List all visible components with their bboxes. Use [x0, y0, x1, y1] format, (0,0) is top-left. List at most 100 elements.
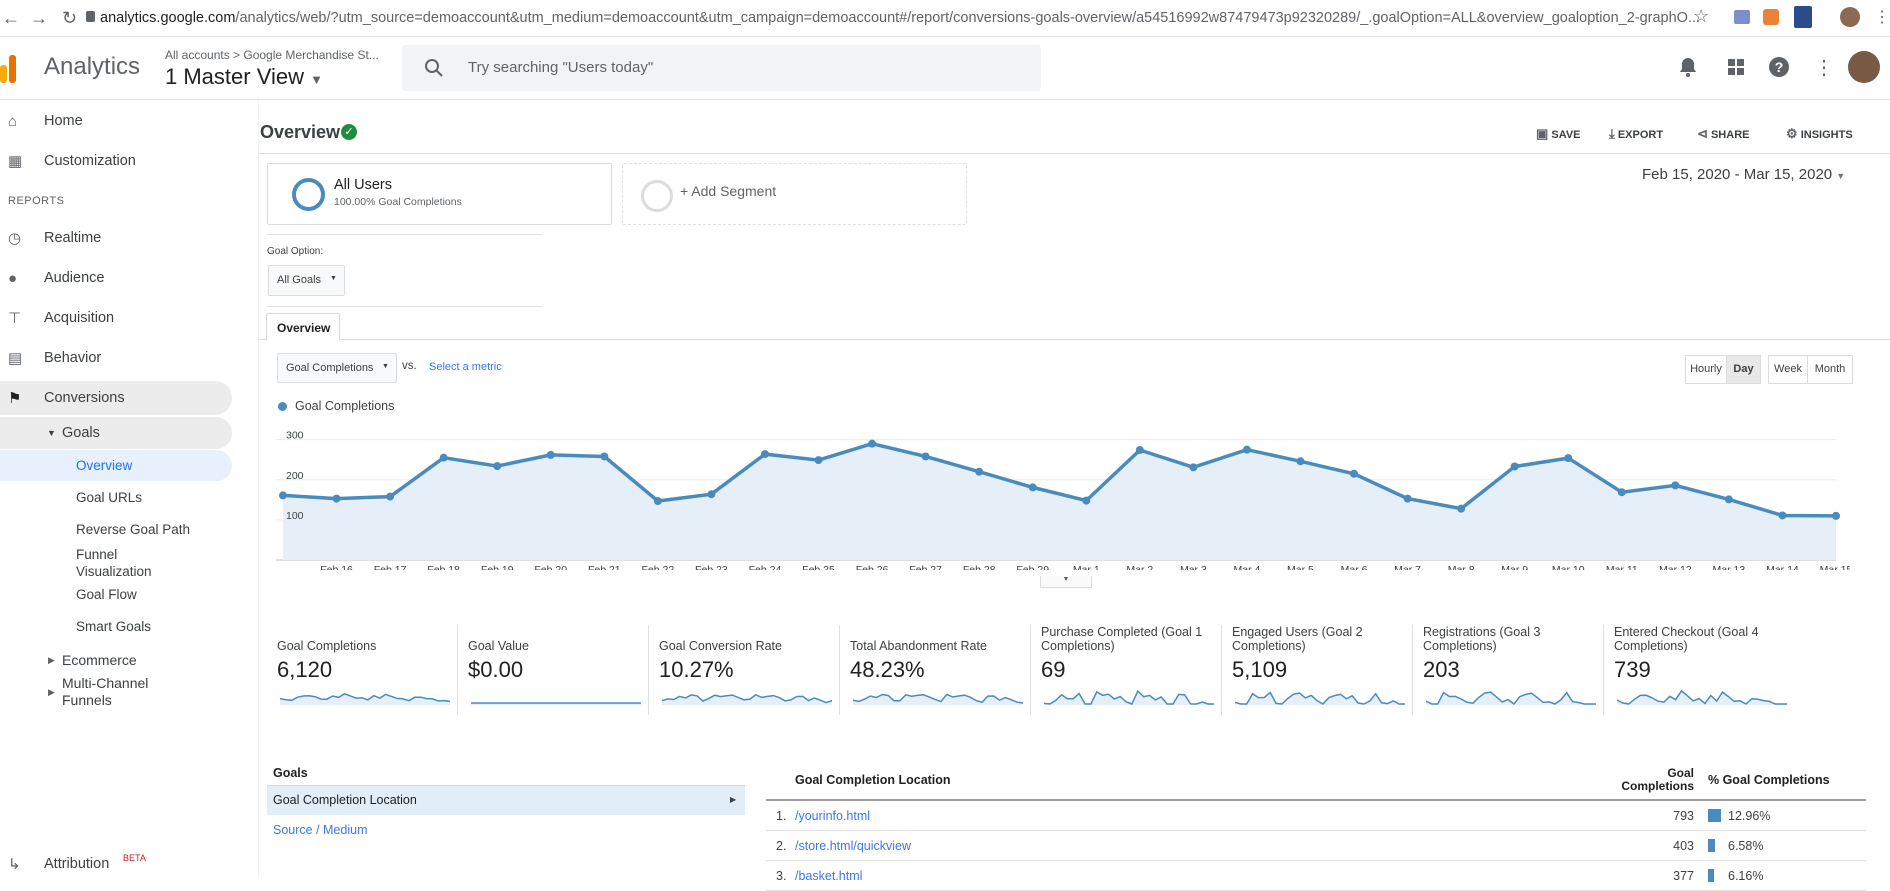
chart-point[interactable] [1724, 495, 1733, 504]
metric-tile[interactable]: Total Abandonment Rate 48.23% [850, 639, 1025, 729]
sidebar-item-home[interactable]: ⌂ Home [0, 104, 232, 138]
sidebar-item-customization[interactable]: ▦ Customization [0, 144, 232, 178]
range-hourly-button[interactable]: Hourly [1685, 355, 1727, 384]
view-selector[interactable]: 1 Master View ▼ [165, 64, 323, 90]
metric-tile[interactable]: Goal Completions 6,120 [277, 639, 452, 729]
chart-point[interactable] [760, 450, 769, 459]
chart-point[interactable] [814, 456, 823, 465]
extension-icon[interactable] [1734, 10, 1750, 24]
add-segment-card[interactable]: + Add Segment [622, 163, 967, 225]
chart-point[interactable] [1403, 494, 1412, 503]
chart-point[interactable] [1028, 483, 1037, 492]
chart-point[interactable] [1564, 454, 1573, 463]
sidebar-item-multi-channel-funnels[interactable]: Multi-Channel Funnels [62, 675, 149, 708]
goals-panel-selected-item[interactable]: Goal Completion Location ▶ [267, 785, 745, 815]
breadcrumb[interactable]: All accounts > Google Merchandise St... [165, 48, 379, 62]
chart-point[interactable] [386, 492, 395, 501]
chart-point[interactable] [921, 452, 930, 461]
range-month-button[interactable]: Month [1807, 355, 1853, 384]
sidebar-item-ecommerce[interactable]: Ecommerce [62, 652, 137, 668]
address-bar[interactable]: analytics.google.com/analytics/web/?utm_… [100, 6, 1700, 30]
bookmark-star-icon[interactable]: ☆ [1693, 6, 1710, 26]
metric-select[interactable]: Goal Completions ▼ [277, 353, 397, 383]
sidebar-item-overview[interactable]: Overview [0, 450, 232, 481]
export-button[interactable]: ⤓ EXPORT [1609, 126, 1663, 142]
chart-point[interactable] [332, 494, 341, 503]
user-avatar[interactable] [1848, 51, 1880, 83]
chart-point[interactable] [1135, 446, 1144, 455]
reload-icon[interactable]: ↻ [62, 8, 78, 28]
help-icon[interactable]: ? [1767, 55, 1791, 79]
chart-point[interactable] [1671, 481, 1680, 490]
chart-point[interactable] [600, 452, 609, 461]
row-path-link[interactable]: /store.html/quickview [795, 839, 912, 853]
column-header-pct[interactable]: % Goal Completions [1708, 773, 1830, 787]
column-header-completions[interactable]: Goal Completions [1621, 766, 1694, 793]
metric-tile[interactable]: Registrations (Goal 3 Completions) 203 [1423, 625, 1598, 715]
chart-point[interactable] [653, 497, 662, 506]
tab-overview[interactable]: Overview [266, 313, 340, 342]
metric-tile[interactable]: Goal Value $0.00 [468, 639, 643, 729]
insights-button[interactable]: ⚙ INSIGHTS [1786, 126, 1853, 142]
forward-icon[interactable]: → [30, 8, 48, 28]
chart-point[interactable] [1082, 496, 1091, 505]
sidebar-item-reverse-goal-path[interactable]: Reverse Goal Path [76, 522, 191, 537]
range-day-button[interactable]: Day [1726, 355, 1761, 384]
row-path-link[interactable]: /basket.html [795, 869, 863, 883]
chart-point[interactable] [1457, 504, 1466, 513]
more-vert-icon[interactable]: ⋮ [1814, 57, 1834, 79]
goals-panel-source-medium-link[interactable]: Source / Medium [273, 823, 368, 837]
back-icon[interactable]: ← [2, 8, 20, 28]
goal-option-select[interactable]: All Goals ▼ [268, 265, 345, 296]
chart-point[interactable] [546, 450, 555, 459]
sidebar-item-goals[interactable]: ▼ Goals [0, 417, 232, 449]
table-row[interactable]: 1. /yourinfo.html 793 12.96% [766, 800, 1866, 831]
metric-tile[interactable]: Goal Conversion Rate 10.27% [659, 639, 834, 729]
chart-point[interactable] [493, 462, 502, 471]
sidebar-item-realtime[interactable]: ◷ Realtime [0, 221, 232, 255]
segment-card-all-users[interactable]: All Users 100.00% Goal Completions [267, 163, 612, 225]
metric-tile[interactable]: Engaged Users (Goal 2 Completions) 5,109 [1232, 625, 1407, 715]
table-row[interactable]: 2. /store.html/quickview 403 6.58% [766, 830, 1866, 861]
sidebar-item-attribution[interactable]: ↳ Attribution BETA [0, 847, 232, 881]
profile-avatar[interactable] [1840, 7, 1860, 27]
chart-point[interactable] [868, 439, 877, 448]
chart-point[interactable] [1778, 511, 1787, 520]
chart-point[interactable] [1832, 511, 1840, 520]
column-header-location[interactable]: Goal Completion Location [795, 773, 951, 787]
sidebar-item-acquisition[interactable]: ⊤ Acquisition [0, 301, 232, 335]
browser-menu-icon[interactable]: ⋮ [1874, 9, 1890, 26]
row-path-link[interactable]: /yourinfo.html [795, 809, 871, 823]
extension-icon[interactable] [1763, 9, 1779, 25]
share-button[interactable]: ⊲ SHARE [1697, 126, 1749, 142]
chart-point[interactable] [1510, 462, 1519, 471]
save-button[interactable]: ▣ SAVE [1536, 126, 1581, 142]
metric-tile[interactable]: Purchase Completed (Goal 1 Completions) 6… [1041, 625, 1216, 715]
chart-point[interactable] [1350, 469, 1359, 478]
sidebar-item-conversions[interactable]: ⚑ Conversions [0, 381, 232, 415]
chart-point[interactable] [1242, 445, 1251, 454]
sidebar-item-goal-urls[interactable]: Goal URLs [76, 490, 143, 505]
chart-point[interactable] [1296, 457, 1305, 466]
sidebar-item-goal-flow[interactable]: Goal Flow [76, 587, 137, 602]
range-week-button[interactable]: Week [1768, 355, 1808, 384]
chart-collapse-handle[interactable]: ▼ [1040, 576, 1092, 588]
chart-point[interactable] [707, 490, 716, 499]
apps-icon[interactable] [1724, 55, 1748, 79]
metric-tile[interactable]: Entered Checkout (Goal 4 Completions) 739 [1614, 625, 1789, 715]
date-range-picker[interactable]: Feb 15, 2020 - Mar 15, 2020 ▼ [1642, 166, 1845, 183]
chart-point[interactable] [975, 467, 984, 476]
bell-icon[interactable] [1676, 55, 1700, 79]
search-input[interactable]: Try searching "Users today" [468, 59, 654, 76]
sidebar-item-funnel-visualization[interactable]: Funnel Visualization [76, 547, 152, 579]
table-row[interactable]: 3. /basket.html 377 6.16% [766, 860, 1866, 891]
select-metric-link[interactable]: Select a metric [429, 361, 502, 373]
chart-point[interactable] [439, 453, 448, 462]
chart-point[interactable] [279, 491, 287, 500]
extension-icon[interactable] [1794, 6, 1812, 28]
sidebar-item-smart-goals[interactable]: Smart Goals [76, 619, 152, 634]
chart-point[interactable] [1189, 463, 1198, 472]
sidebar-item-behavior[interactable]: ▤ Behavior [0, 341, 232, 375]
chart-point[interactable] [1617, 488, 1626, 497]
search-bar[interactable]: Try searching "Users today" [402, 45, 1041, 91]
